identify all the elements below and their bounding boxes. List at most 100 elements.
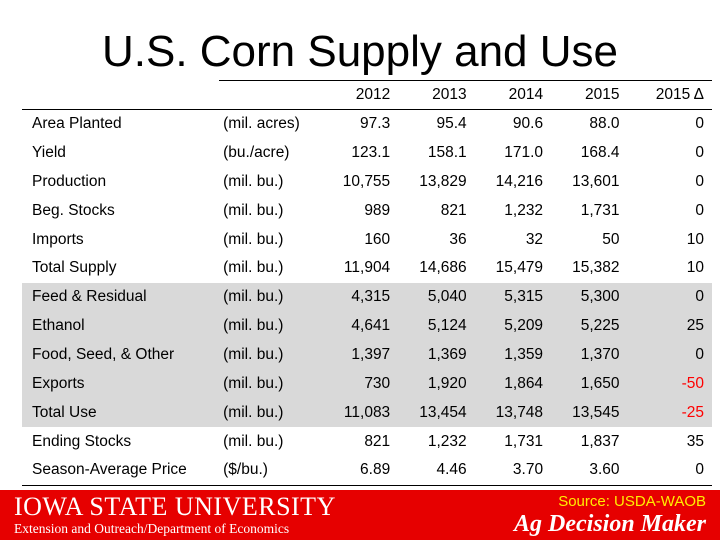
delta-cell: -25 [631, 398, 712, 428]
value-cell: 1,359 [478, 340, 556, 370]
delta-cell: 0 [631, 340, 712, 370]
row-unit: (mil. bu.) [223, 172, 284, 190]
table-row: Total Use (mil. bu.) 11,083 13,454 13,748 13,… [22, 398, 712, 428]
table-row: Yield (bu./acre) 123.1 158.1 171.0 168.4 0 [22, 138, 712, 167]
value-cell: 5,315 [478, 282, 556, 312]
table-row: Production (mil. bu.) 10,755 13,829 14,216 13… [22, 167, 712, 196]
department-text: Extension and Outreach/Department of Eco… [14, 521, 290, 536]
university-logo-text: Iowa State University [14, 492, 336, 521]
delta-cell: 0 [631, 282, 712, 312]
value-cell: 5,124 [402, 311, 479, 341]
value-cell: 11,083 [325, 398, 403, 428]
delta-cell: 0 [631, 456, 712, 486]
row-label: Yield [32, 143, 66, 161]
value-cell: 168.4 [580, 143, 620, 161]
row-unit: (mil. bu.) [219, 369, 326, 399]
delta-cell: 25 [631, 311, 712, 341]
delta-cell: 0 [695, 115, 704, 133]
value-cell: 1,370 [555, 340, 632, 370]
value-cell: 1,837 [580, 432, 620, 450]
delta-cell: 0 [695, 201, 704, 219]
row-unit: (mil. acres) [223, 115, 300, 133]
delta-cell: 10 [686, 259, 704, 277]
value-cell: 13,748 [478, 398, 556, 428]
value-cell: 4,641 [325, 311, 403, 341]
row-label: Season-Average Price [22, 456, 220, 486]
row-unit: (bu./acre) [223, 143, 290, 161]
table-row: Season-Average Price ($/bu.) 6.89 4.46 3.70 3… [22, 456, 712, 486]
value-cell: 5,225 [555, 311, 632, 341]
table-body: Area Planted (mil. acres) 97.3 95.4 90.6 88.0… [22, 110, 712, 486]
table-row: Feed & Residual (mil. bu.) 4,315 5,040 5,315… [22, 282, 712, 312]
table-row: Food, Seed, & Other (mil. bu.) 1,397 1,369 1… [22, 340, 712, 370]
value-cell: 4.46 [402, 456, 479, 486]
delta-cell: 10 [686, 230, 704, 248]
source-note: Source: USDA-WAOB [558, 493, 706, 510]
header-row: 2012 2013 2014 2015 2015 Δ [22, 80, 712, 110]
delta-cell: 0 [695, 143, 704, 161]
value-cell: 32 [525, 230, 544, 248]
program-logo-text: Ag Decision Maker [514, 511, 706, 537]
row-unit: (mil. bu.) [223, 259, 284, 277]
row-unit: (mil. bu.) [223, 201, 284, 219]
table-row: Beg. Stocks (mil. bu.) 989 821 1,232 1,731 0 [22, 196, 712, 225]
value-cell: 6.89 [325, 456, 403, 486]
header-2012: 2012 [325, 80, 403, 110]
row-label: Ending Stocks [32, 432, 132, 450]
value-cell: 10,755 [342, 172, 391, 190]
value-cell: 989 [364, 201, 391, 219]
header-blank-label [22, 80, 220, 110]
value-cell: 14,216 [495, 172, 544, 190]
row-label: Exports [22, 369, 220, 399]
row-label: Production [32, 172, 107, 190]
value-cell: 13,545 [555, 398, 632, 428]
value-cell: 1,920 [402, 369, 479, 399]
value-cell: 95.4 [436, 115, 467, 133]
value-cell: 11,904 [343, 259, 391, 277]
value-cell: 5,040 [402, 282, 479, 312]
value-cell: 1,232 [504, 201, 544, 219]
value-cell: 730 [325, 369, 403, 399]
value-cell: 14,686 [419, 259, 467, 277]
value-cell: 171.0 [504, 143, 544, 161]
row-label: Beg. Stocks [32, 201, 115, 219]
row-label: Total Use [22, 398, 220, 428]
row-unit: (mil. bu.) [223, 432, 284, 450]
table-row: Total Supply (mil. bu.) 11,904 14,686 15,479… [22, 254, 712, 283]
table-row: Imports (mil. bu.) 160 36 32 50 10 [22, 225, 712, 254]
value-cell: 3.70 [478, 456, 556, 486]
header-2015: 2015 [555, 80, 632, 110]
row-label: Total Supply [32, 259, 117, 277]
value-cell: 15,382 [572, 259, 620, 277]
value-cell: 1,864 [478, 369, 556, 399]
table-row: Exports (mil. bu.) 730 1,920 1,864 1,650 -50 [22, 369, 712, 399]
supply-use-table-container: 2012 2013 2014 2015 2015 Δ Area Planted (… [22, 80, 712, 486]
value-cell: 3.60 [555, 456, 632, 486]
value-cell: 88.0 [589, 115, 620, 133]
header-2013: 2013 [402, 80, 479, 110]
row-label: Ethanol [22, 311, 220, 341]
value-cell: 90.6 [512, 115, 544, 133]
footer-bar: Iowa State University Extension and Outr… [0, 490, 720, 540]
table-row: Ending Stocks (mil. bu.) 821 1,232 1,731 1,83… [22, 427, 712, 456]
value-cell: 15,479 [495, 259, 544, 277]
row-unit: (mil. bu.) [219, 340, 326, 370]
value-cell: 821 [364, 432, 391, 450]
value-cell: 4,315 [325, 282, 403, 312]
value-cell: 5,300 [555, 282, 632, 312]
row-label: Area Planted [32, 115, 122, 133]
row-unit: (mil. bu.) [219, 282, 326, 312]
value-cell: 821 [440, 201, 467, 219]
value-cell: 13,829 [419, 172, 467, 190]
value-cell: 1,731 [580, 201, 620, 219]
value-cell: 36 [449, 230, 467, 248]
header-2014: 2014 [478, 80, 556, 110]
value-cell: 123.1 [351, 143, 391, 161]
value-cell: 97.3 [360, 115, 391, 133]
value-cell: 160 [364, 230, 391, 248]
row-unit: (mil. bu.) [223, 230, 284, 248]
row-label: Imports [32, 230, 84, 248]
value-cell: 1,731 [504, 432, 544, 450]
delta-cell: -50 [631, 369, 712, 399]
value-cell: 5,209 [478, 311, 556, 341]
